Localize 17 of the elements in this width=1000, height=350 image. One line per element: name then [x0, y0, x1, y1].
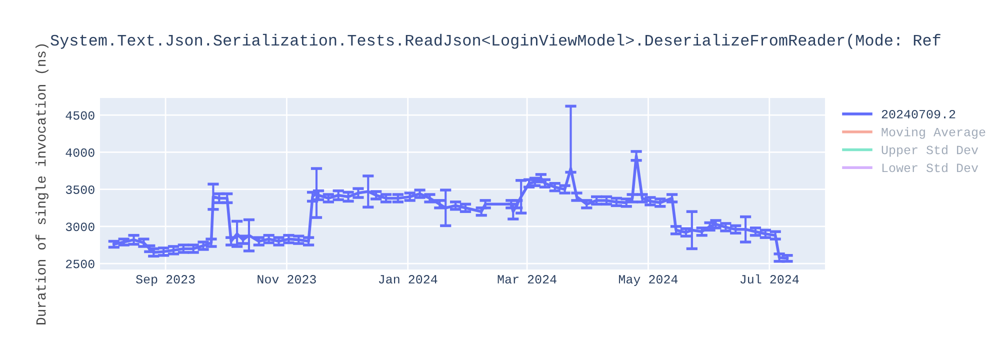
- legend-label: 20240709.2: [882, 110, 956, 118]
- x-tick-label: Nov 2023: [258, 275, 316, 284]
- legend-label: Lower Std Dev: [882, 162, 978, 172]
- x-tick-label: Jul 2024: [740, 274, 799, 284]
- x-tick-label: Sep 2023: [136, 275, 195, 286]
- y-tick-label: 3500: [66, 185, 94, 194]
- x-tick-label: Jan 2024: [378, 275, 438, 284]
- legend-label: Moving Average: [882, 127, 986, 139]
- y-axis-title: Duration of single invocation (ns): [36, 44, 48, 324]
- y-tick-label: 4500: [66, 111, 94, 120]
- x-tick-label: Mar 2024: [498, 275, 556, 284]
- legend-label: Upper Std Dev: [882, 145, 978, 157]
- y-tick-label: 3000: [66, 222, 94, 232]
- x-tick-label: May 2024: [619, 275, 678, 286]
- chart-title: System.Text.Json.Serialization.Tests.ReadJson<LoginViewModel>.DeserializeFromReader(Mode: Ref: [50, 34, 940, 49]
- y-tick-label: 4000: [66, 148, 94, 157]
- y-tick-label: 2500: [66, 260, 94, 268]
